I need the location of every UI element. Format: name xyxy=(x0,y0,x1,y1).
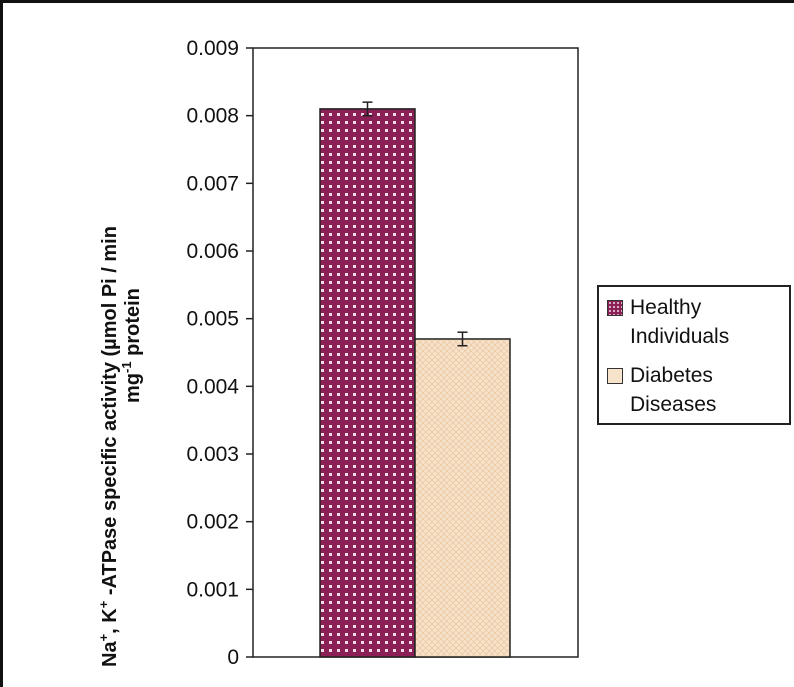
legend-swatch-diabetes xyxy=(607,368,623,384)
y-tick-label: 0.005 xyxy=(186,308,239,331)
legend-item-healthy: Healthy Individuals xyxy=(607,293,790,351)
bars xyxy=(319,108,511,658)
y-axis-title-line1: Na+, K+ -ATPase specific activity (µmol … xyxy=(96,226,121,667)
y-tick-label: 0 xyxy=(227,646,239,669)
y-tick-label: 0.007 xyxy=(186,172,239,195)
y-axis: 0 0.001 0.002 0.003 0.004 0.005 0.006 0.007 0.00… xyxy=(186,37,253,669)
error-bar xyxy=(362,101,373,117)
y-tick-label: 0.009 xyxy=(186,37,239,60)
y-tick-label: 0.006 xyxy=(186,240,239,263)
y-axis-title-line2: mg-1 protein xyxy=(119,288,144,403)
legend-swatch-healthy xyxy=(607,300,623,316)
y-tick-label: 0.008 xyxy=(186,105,239,128)
legend-label-diabetes: Diabetes Diseases xyxy=(630,364,717,416)
legend: Healthy Individuals Diabetes Diseases xyxy=(597,285,791,425)
y-tick-label: 0.002 xyxy=(186,511,239,534)
y-tick-label: 0.001 xyxy=(186,578,239,601)
error-bars xyxy=(362,101,468,347)
legend-label-healthy: Healthy Individuals xyxy=(630,296,730,348)
y-tick-label: 0.003 xyxy=(186,443,239,466)
bar-healthy-individuals xyxy=(319,108,416,658)
bar-diabetes-diseases xyxy=(414,338,511,658)
legend-item-diabetes: Diabetes Diseases xyxy=(607,361,790,419)
y-tick-label: 0.004 xyxy=(186,375,239,398)
error-bar xyxy=(457,331,468,347)
